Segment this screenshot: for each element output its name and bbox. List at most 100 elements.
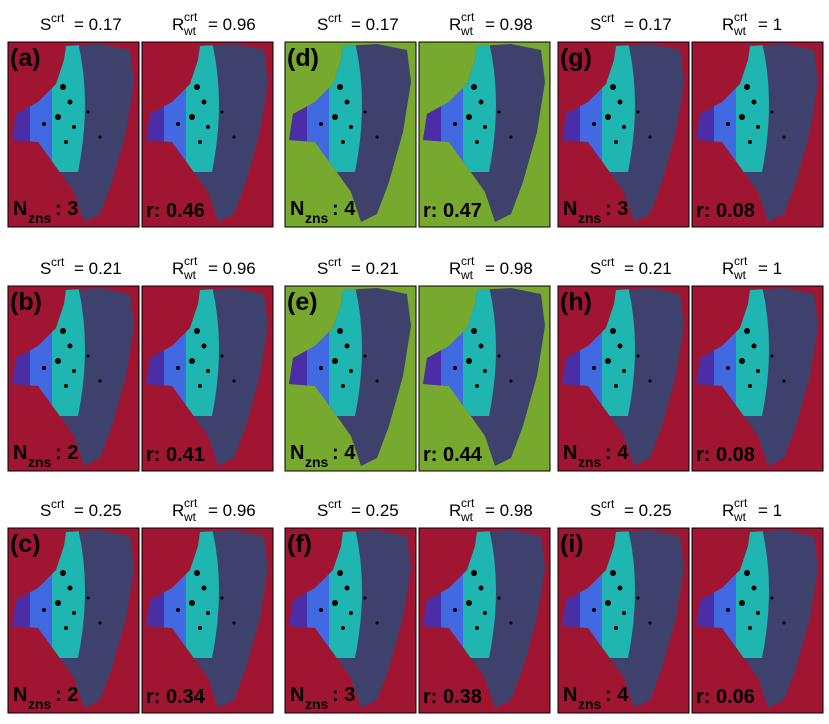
n-zns-value: : 2 bbox=[55, 442, 78, 464]
n-zns-value: : 3 bbox=[332, 684, 355, 706]
header-value: = 1 bbox=[758, 501, 782, 520]
header-value: = 0.98 bbox=[485, 501, 533, 520]
symbol: R bbox=[722, 501, 734, 520]
header-value: = 0.21 bbox=[351, 259, 399, 278]
r-value: r: 0.41 bbox=[146, 444, 205, 466]
header-value: = 0.96 bbox=[208, 259, 256, 278]
r-value: r: 0.08 bbox=[696, 200, 755, 222]
header-value: = 0.21 bbox=[74, 259, 122, 278]
symbol: S bbox=[317, 259, 328, 278]
superscript: crt bbox=[734, 496, 748, 510]
subscript: wt bbox=[460, 24, 474, 38]
symbol: N bbox=[290, 442, 304, 464]
superscript: crt bbox=[51, 255, 65, 269]
superscript: crt bbox=[184, 254, 198, 268]
symbol: N bbox=[290, 684, 304, 706]
header-value: = 0.96 bbox=[208, 15, 256, 34]
symbol: R bbox=[172, 501, 184, 520]
panel-label: (i) bbox=[560, 530, 584, 558]
subscript: zns bbox=[578, 454, 602, 470]
superscript: crt bbox=[184, 10, 198, 24]
subscript: zns bbox=[28, 210, 52, 226]
n-zns-value: : 4 bbox=[605, 684, 629, 706]
symbol: S bbox=[40, 15, 51, 34]
r-value: r: 0.38 bbox=[423, 686, 482, 708]
symbol: N bbox=[290, 198, 304, 220]
symbol: N bbox=[13, 198, 27, 220]
r-value: r: 0.44 bbox=[423, 444, 483, 466]
header-value: = 0.21 bbox=[624, 259, 672, 278]
superscript: crt bbox=[51, 497, 65, 511]
subscript: wt bbox=[733, 24, 747, 38]
subscript: wt bbox=[460, 268, 474, 282]
superscript: crt bbox=[328, 497, 342, 511]
symbol: S bbox=[590, 15, 601, 34]
n-zns-value: : 3 bbox=[55, 198, 78, 220]
symbol: S bbox=[317, 15, 328, 34]
header-value: = 0.98 bbox=[485, 259, 533, 278]
panel-label: (e) bbox=[287, 288, 318, 316]
n-zns-value: : 3 bbox=[605, 198, 628, 220]
symbol: R bbox=[449, 15, 461, 34]
symbol: N bbox=[13, 684, 27, 706]
subscript: wt bbox=[733, 510, 747, 524]
subscript: wt bbox=[733, 268, 747, 282]
r-value: r: 0.46 bbox=[146, 200, 205, 222]
header-value: = 1 bbox=[758, 259, 782, 278]
superscript: crt bbox=[734, 10, 748, 24]
symbol: R bbox=[172, 259, 184, 278]
symbol: N bbox=[563, 684, 577, 706]
header-value: = 0.98 bbox=[485, 15, 533, 34]
symbol: N bbox=[13, 442, 27, 464]
symbol: R bbox=[172, 15, 184, 34]
header-value: = 0.17 bbox=[74, 15, 122, 34]
symbol: S bbox=[590, 259, 601, 278]
header-value: = 1 bbox=[758, 15, 782, 34]
superscript: crt bbox=[461, 10, 475, 24]
subscript: zns bbox=[305, 210, 329, 226]
superscript: crt bbox=[184, 496, 198, 510]
r-value: r: 0.06 bbox=[696, 686, 755, 708]
superscript: crt bbox=[51, 11, 65, 25]
superscript: crt bbox=[328, 255, 342, 269]
subscript: zns bbox=[28, 696, 52, 712]
r-value: r: 0.34 bbox=[146, 686, 206, 708]
header-value: = 0.17 bbox=[351, 15, 399, 34]
panel-label: (b) bbox=[10, 288, 42, 316]
header-value: = 0.25 bbox=[74, 501, 122, 520]
n-zns-value: : 4 bbox=[332, 198, 356, 220]
superscript: crt bbox=[461, 496, 475, 510]
subscript: zns bbox=[305, 696, 329, 712]
n-zns-value: : 4 bbox=[332, 442, 356, 464]
superscript: crt bbox=[601, 255, 615, 269]
subscript: zns bbox=[305, 454, 329, 470]
panel-label: (g) bbox=[560, 44, 592, 72]
symbol: R bbox=[722, 15, 734, 34]
subscript: zns bbox=[28, 454, 52, 470]
subscript: zns bbox=[578, 210, 602, 226]
superscript: crt bbox=[461, 254, 475, 268]
r-value: r: 0.08 bbox=[696, 444, 755, 466]
superscript: crt bbox=[601, 11, 615, 25]
superscript: crt bbox=[601, 497, 615, 511]
superscript: crt bbox=[734, 254, 748, 268]
header-value: = 0.96 bbox=[208, 501, 256, 520]
n-zns-value: : 2 bbox=[55, 684, 78, 706]
header-value: = 0.17 bbox=[624, 15, 672, 34]
header-value: = 0.25 bbox=[624, 501, 672, 520]
symbol: R bbox=[449, 259, 461, 278]
subscript: wt bbox=[183, 510, 197, 524]
symbol: N bbox=[563, 198, 577, 220]
symbol: S bbox=[40, 501, 51, 520]
n-zns-value: : 4 bbox=[605, 442, 629, 464]
symbol: R bbox=[722, 259, 734, 278]
panel-label: (a) bbox=[10, 44, 41, 72]
